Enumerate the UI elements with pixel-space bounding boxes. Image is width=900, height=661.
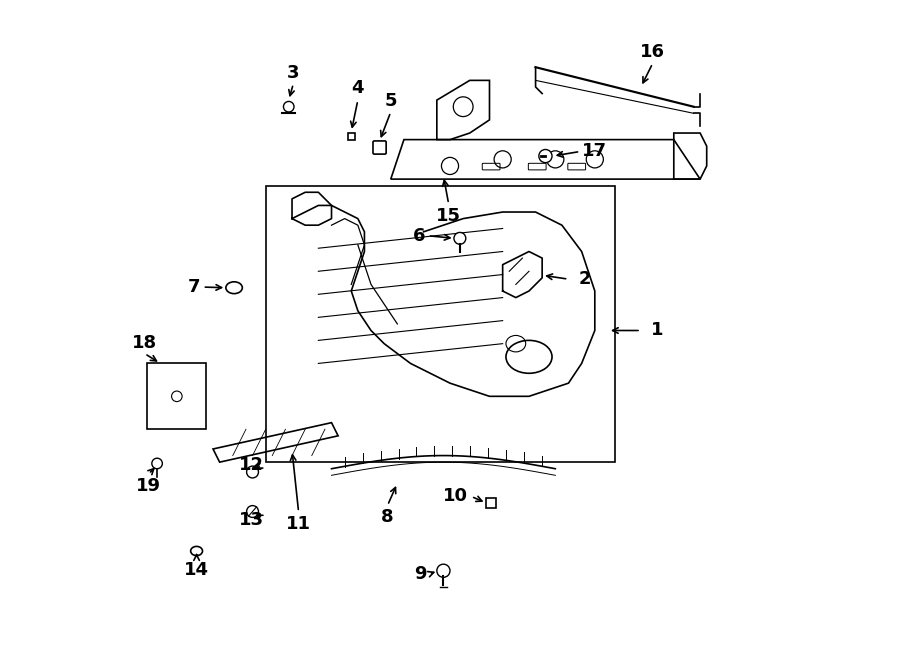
Ellipse shape (191, 547, 202, 556)
Text: 10: 10 (444, 487, 468, 506)
Text: 11: 11 (286, 515, 311, 533)
Text: 7: 7 (187, 278, 200, 296)
Circle shape (284, 101, 294, 112)
Circle shape (247, 466, 258, 478)
Text: 12: 12 (239, 457, 265, 475)
Text: 2: 2 (579, 270, 591, 288)
Text: 9: 9 (415, 565, 427, 583)
Circle shape (539, 149, 552, 163)
Circle shape (247, 506, 258, 518)
Text: 13: 13 (239, 511, 265, 529)
FancyBboxPatch shape (373, 141, 386, 154)
Text: 16: 16 (640, 42, 665, 61)
Text: 6: 6 (412, 227, 425, 245)
Text: 18: 18 (132, 334, 157, 352)
Text: 19: 19 (136, 477, 161, 494)
Text: 5: 5 (384, 92, 397, 110)
Circle shape (152, 458, 162, 469)
Text: 14: 14 (184, 561, 209, 579)
Text: 15: 15 (436, 207, 461, 225)
Text: 17: 17 (581, 143, 607, 161)
Text: 3: 3 (287, 63, 300, 82)
Circle shape (436, 564, 450, 577)
Circle shape (454, 233, 466, 245)
Text: 8: 8 (382, 508, 394, 526)
Ellipse shape (226, 282, 242, 293)
Polygon shape (348, 133, 355, 139)
Text: 4: 4 (352, 79, 365, 97)
Text: 1: 1 (651, 321, 663, 340)
Polygon shape (486, 498, 496, 508)
